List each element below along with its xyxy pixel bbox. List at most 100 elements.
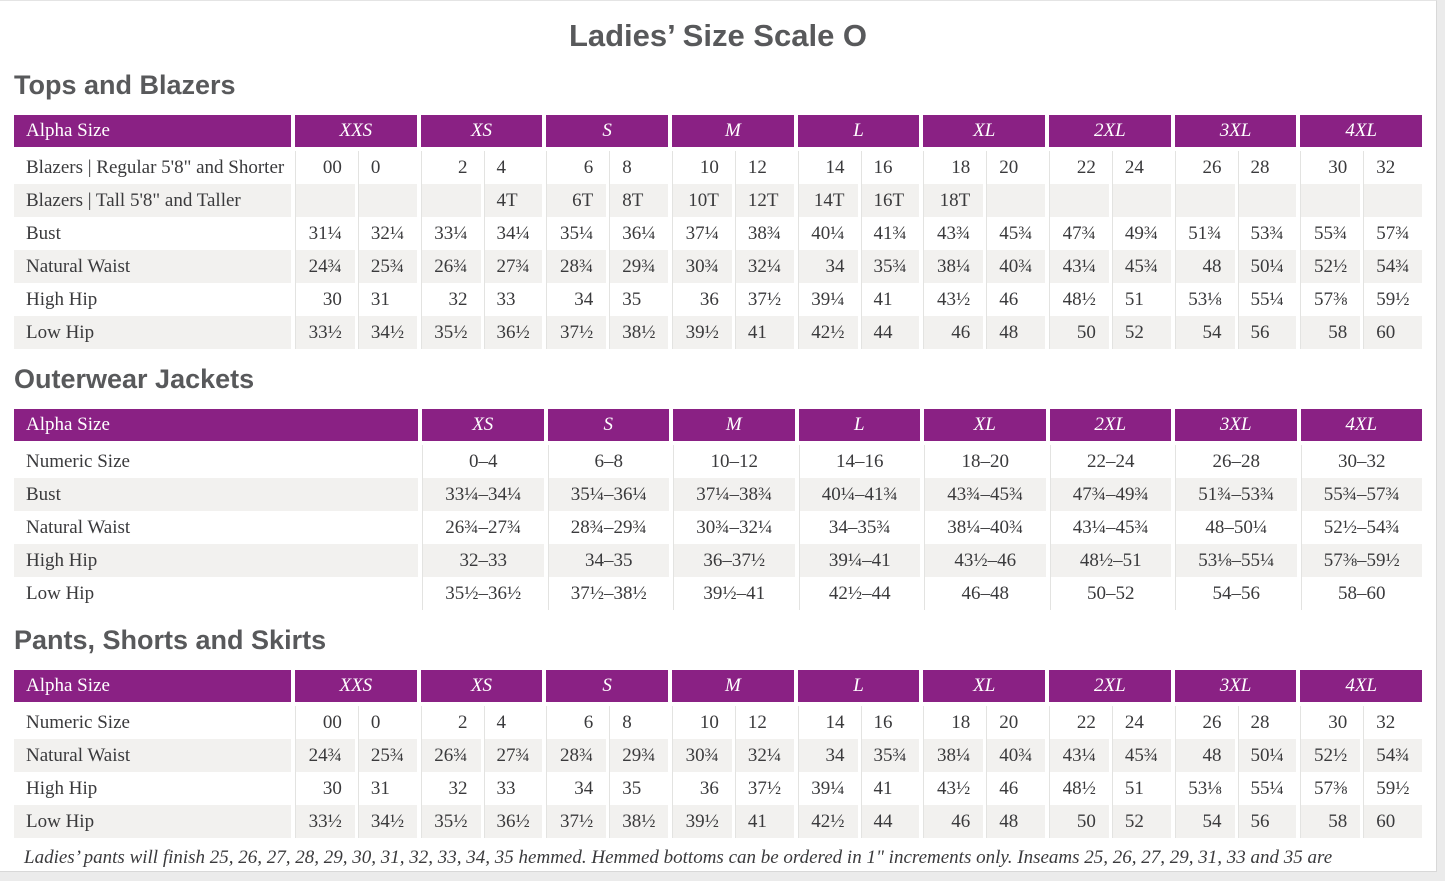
size-cell: 24 bbox=[1111, 706, 1171, 739]
size-cell: 38¼ bbox=[924, 250, 984, 283]
size-cell: 36½ bbox=[483, 805, 543, 838]
size-cell: 34 bbox=[798, 250, 858, 283]
size-cell: 50¼ bbox=[1237, 250, 1297, 283]
size-group: 32 33 bbox=[420, 772, 543, 805]
size-cell: 41 bbox=[734, 316, 794, 349]
size-cell: 16 bbox=[860, 706, 920, 739]
size-group: 26 28 bbox=[1174, 706, 1297, 739]
size-cell: 39½ bbox=[673, 316, 732, 349]
size-cell: 30–32 bbox=[1300, 445, 1422, 478]
table-header-row: Alpha Size XS S M L XL 2XL 3XL 4XL bbox=[14, 409, 1422, 441]
size-cell: 24¾ bbox=[296, 250, 355, 283]
size-group: 37½ 38½ bbox=[546, 316, 669, 349]
size-cell: 39½–41 bbox=[673, 577, 795, 610]
table-header-row: Alpha Size XXS XS S M L XL 2XL 3XL 4XL bbox=[14, 670, 1423, 702]
size-group: 58 60 bbox=[1300, 805, 1423, 838]
size-group: 43¼ 45¾ bbox=[1049, 739, 1171, 772]
size-cell: 34 bbox=[798, 739, 858, 772]
size-group: 57⅜ 59½ bbox=[1300, 772, 1423, 805]
size-cell: 37½ bbox=[547, 316, 607, 349]
size-cell: 43½ bbox=[924, 283, 984, 316]
size-group: 53⅛ 55¼ bbox=[1174, 283, 1297, 316]
size-cell: 55¾–57¾ bbox=[1300, 478, 1422, 511]
size-cell: 32¼ bbox=[734, 739, 794, 772]
size-cell: 47¾–49¾ bbox=[1049, 478, 1171, 511]
size-cell: 46 bbox=[986, 283, 1046, 316]
size-cell: 34¼ bbox=[483, 217, 543, 250]
size-cell: 00 bbox=[296, 706, 355, 739]
size-cell: 41 bbox=[734, 805, 794, 838]
size-cell: 43½ bbox=[924, 772, 984, 805]
size-cell: 28¾ bbox=[547, 250, 607, 283]
size-cell: 51 bbox=[1111, 283, 1171, 316]
size-cell: 55¾ bbox=[1301, 217, 1361, 250]
section-heading-pants-shorts-skirts: Pants, Shorts and Skirts bbox=[14, 625, 327, 655]
section-tops-and-blazers: Tops and Blazers Alpha Size XXS XS S M L XL 2XL… bbox=[14, 67, 1423, 349]
size-group: 26¾ 27¾ bbox=[420, 739, 543, 772]
size-cell: 33 bbox=[483, 283, 543, 316]
size-cell bbox=[421, 184, 481, 217]
size-cell: 32 bbox=[421, 772, 481, 805]
size-cell: 32 bbox=[1363, 151, 1423, 184]
size-group-header-cell: 4XL bbox=[1300, 409, 1422, 441]
size-group: 52½ 54¾ bbox=[1300, 250, 1423, 283]
size-cell: 8 bbox=[609, 706, 669, 739]
size-group: 34 35¾ bbox=[797, 250, 920, 283]
row-label: Natural Waist bbox=[14, 250, 291, 283]
size-cell: 40¾ bbox=[986, 250, 1046, 283]
size-group-header-cell: M bbox=[672, 670, 794, 702]
size-cell: 34–35 bbox=[547, 544, 669, 577]
table-row: High Hip 30 31 32 33 34 35 36 37½ 39¼ 41 43½ 46 48½ 51… bbox=[14, 772, 1423, 805]
size-cell: 58 bbox=[1301, 316, 1361, 349]
size-cell: 6T bbox=[547, 184, 607, 217]
table-row: Natural Waist 26¾–27¾ 28¾–29¾ 30¾–32¼ 34–35¾… bbox=[14, 511, 1422, 544]
size-group: 34 35¾ bbox=[797, 739, 920, 772]
size-cell: 8 bbox=[609, 151, 669, 184]
size-cell: 54¾ bbox=[1363, 250, 1423, 283]
size-cell: 44 bbox=[860, 316, 920, 349]
size-group: 48½ 51 bbox=[1049, 283, 1171, 316]
size-cell: 32¼ bbox=[357, 217, 417, 250]
size-group: 50 52 bbox=[1049, 316, 1171, 349]
size-group-header-cell: 3XL bbox=[1174, 670, 1297, 702]
table-header-row: Alpha Size XXS XS S M L XL 2XL 3XL 4XL bbox=[14, 115, 1423, 147]
size-cell: 31 bbox=[357, 772, 417, 805]
size-cell: 22 bbox=[1050, 151, 1109, 184]
size-cell: 45¾ bbox=[1111, 250, 1171, 283]
page-title: Ladies’ Size Scale O bbox=[568, 18, 868, 53]
size-cell: 34½ bbox=[357, 805, 417, 838]
size-cell: 37½ bbox=[734, 283, 794, 316]
size-cell: 35¼ bbox=[547, 217, 607, 250]
size-cell: 50 bbox=[1050, 805, 1109, 838]
size-group-header-cell: S bbox=[546, 115, 669, 147]
size-group-header-cell: XXS bbox=[295, 115, 417, 147]
size-cell: 30¾ bbox=[673, 739, 732, 772]
size-cell: 29¾ bbox=[609, 739, 669, 772]
size-cell: 53⅛ bbox=[1175, 772, 1235, 805]
pants-shorts-skirts-table: Alpha Size XXS XS S M L XL 2XL 3XL 4XL Numeric Siz… bbox=[14, 670, 1423, 838]
size-group: 39½ 41 bbox=[672, 805, 794, 838]
size-cell: 43¾–45¾ bbox=[924, 478, 1046, 511]
size-cell: 16 bbox=[860, 151, 920, 184]
size-cell: 57⅜ bbox=[1301, 283, 1361, 316]
size-cell: 48 bbox=[986, 805, 1046, 838]
section-heading-tops-and-blazers: Tops and Blazers bbox=[14, 70, 236, 100]
size-cell: 59½ bbox=[1363, 283, 1423, 316]
size-cell: 37½–38½ bbox=[547, 577, 669, 610]
size-cell: 4T bbox=[483, 184, 543, 217]
size-group-header-cell: XXS bbox=[295, 670, 417, 702]
size-group: 39¼ 41 bbox=[797, 283, 920, 316]
size-group: 39¼ 41 bbox=[797, 772, 920, 805]
size-cell: 33½ bbox=[296, 805, 355, 838]
size-cell: 31¼ bbox=[296, 217, 355, 250]
size-group: 43¼ 45¾ bbox=[1049, 250, 1171, 283]
size-group: 18 20 bbox=[923, 151, 1046, 184]
row-label: Numeric Size bbox=[14, 445, 418, 478]
size-group: 30 32 bbox=[1300, 706, 1423, 739]
size-cell: 18–20 bbox=[924, 445, 1046, 478]
size-cell: 52½–54¾ bbox=[1300, 511, 1422, 544]
size-cell: 57⅜ bbox=[1301, 772, 1361, 805]
size-cell: 60 bbox=[1363, 805, 1423, 838]
size-group: 14 16 bbox=[797, 151, 920, 184]
